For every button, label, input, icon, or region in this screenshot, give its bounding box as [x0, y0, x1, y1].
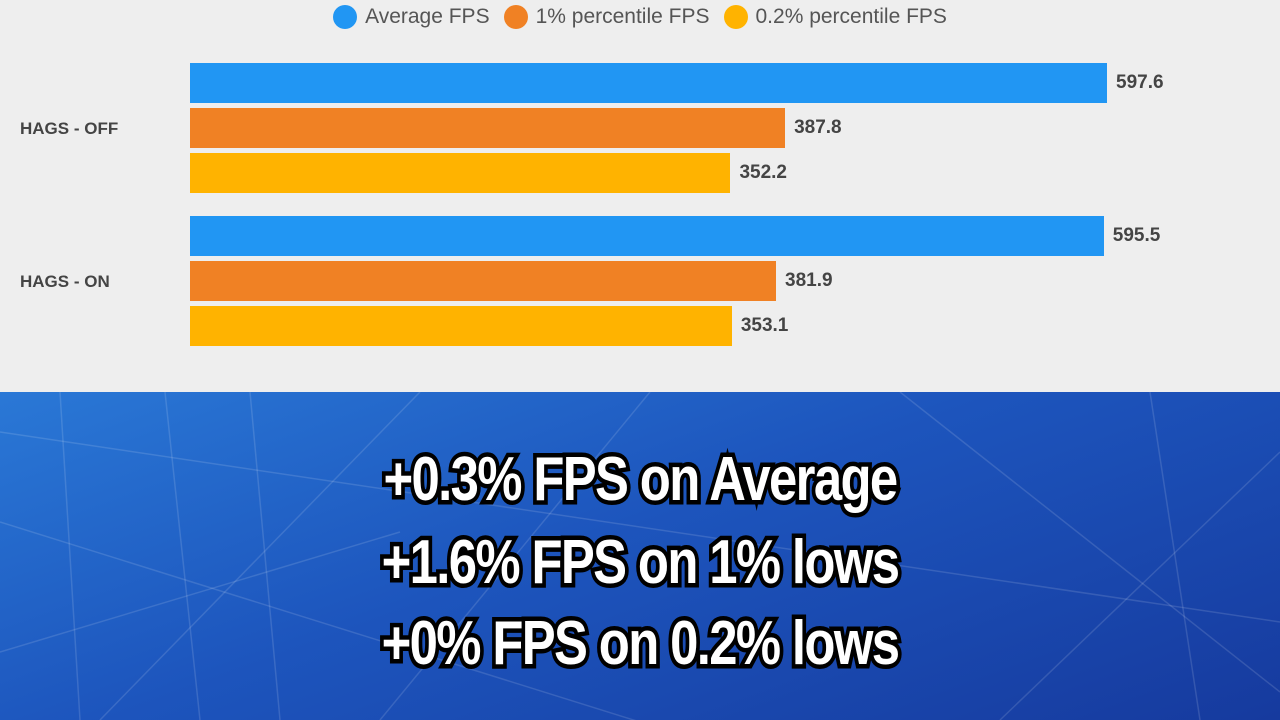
background-grid — [0, 392, 1280, 720]
legend-item-1pct: 1% percentile FPS — [503, 5, 710, 29]
legend-label: Average FPS — [365, 5, 490, 28]
data-label: 595.5 — [1112, 225, 1161, 246]
bar — [190, 216, 1104, 256]
category-label-hags-on: HAGS - ON — [20, 272, 110, 291]
data-label: 353.1 — [740, 315, 789, 336]
legend-label: 0.2% percentile FPS — [755, 5, 947, 28]
caption-banner: +0.3% FPS on Average +1.6% FPS on 1% low… — [0, 392, 1280, 720]
bar — [190, 306, 732, 346]
legend-label: 1% percentile FPS — [535, 5, 710, 28]
caption-line-1pct: +1.6% FPS on 1% lows — [378, 524, 904, 602]
legend-swatch — [503, 5, 528, 29]
caption-line-average: +0.3% FPS on Average — [380, 441, 902, 519]
data-label: 597.6 — [1116, 72, 1164, 93]
data-label: 387.8 — [794, 117, 842, 138]
legend-swatch — [333, 5, 358, 29]
data-label: 352.2 — [739, 162, 787, 183]
bar — [190, 63, 1107, 103]
legend-item-02pct: 0.2% percentile FPS — [723, 5, 947, 29]
legend-item-average: Average FPS — [333, 5, 490, 29]
legend-swatch — [723, 5, 748, 29]
category-label-hags-off: HAGS - OFF — [20, 119, 119, 138]
caption-line-02pct: +0% FPS on 0.2% lows — [378, 605, 904, 683]
legend: Average FPS 1% percentile FPS 0.2% perce… — [0, 0, 1280, 34]
data-label: 381.9 — [785, 270, 833, 291]
bar — [190, 108, 786, 148]
bar — [190, 261, 776, 301]
bar — [190, 153, 731, 193]
bar-chart: Average FPS 1% percentile FPS 0.2% perce… — [0, 0, 1280, 392]
